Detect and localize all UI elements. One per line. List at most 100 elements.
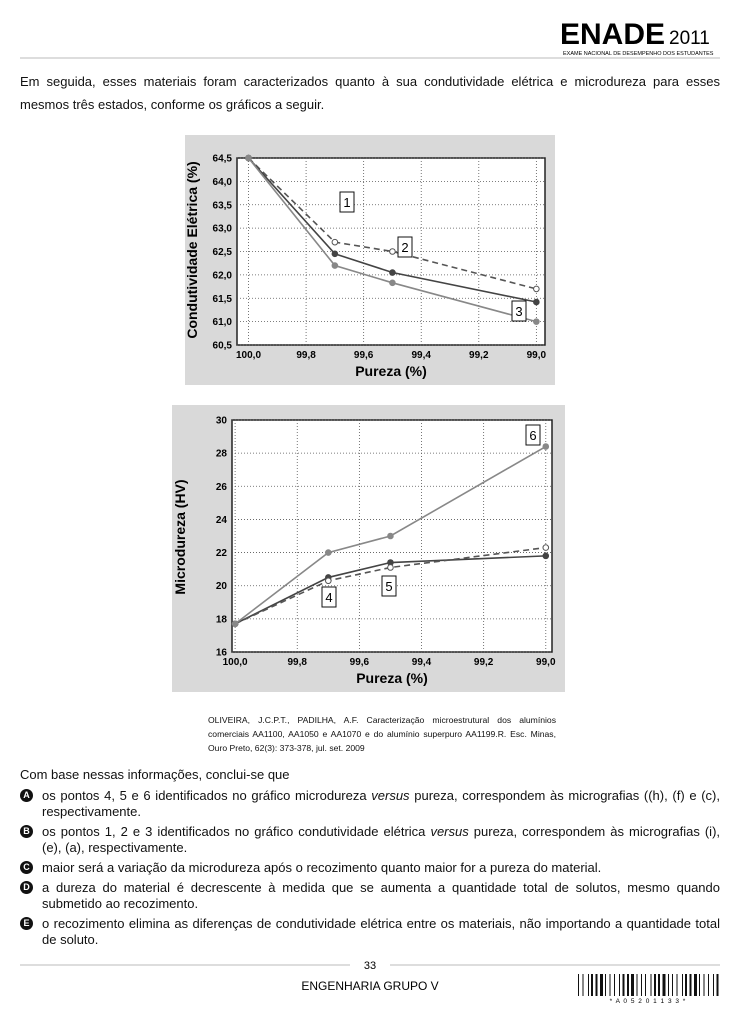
series-label-box xyxy=(397,236,413,258)
barcode-bar xyxy=(682,974,683,996)
header-year: 2011 xyxy=(669,28,710,49)
option-text: pureza, correspondem às micrografias ((h… xyxy=(42,788,720,819)
series-label-box xyxy=(321,586,337,608)
series-line xyxy=(247,157,537,290)
barcode-bar xyxy=(713,974,714,996)
barcode-bar xyxy=(668,974,669,996)
series-line xyxy=(234,555,546,625)
series-label: 4 xyxy=(325,590,332,605)
y-tick-label: 63,0 xyxy=(213,224,233,235)
data-point xyxy=(325,577,332,585)
x-axis-label: Pureza (%) xyxy=(356,670,428,686)
barcode-bar xyxy=(605,974,606,996)
y-tick-label: 61,5 xyxy=(213,294,233,305)
option-text: o recozimento elimina as diferenças de c… xyxy=(42,916,720,947)
y-tick-label: 20 xyxy=(216,581,228,592)
y-tick-label: 64,5 xyxy=(213,154,233,165)
citation: OLIVEIRA, J.C.P.T., PADILHA, A.F. Caract… xyxy=(208,715,556,753)
barcode-bar xyxy=(672,974,673,996)
intro: Em seguida, esses materiais foram caract… xyxy=(20,74,720,112)
y-tick-label: 60,5 xyxy=(213,341,233,352)
data-point xyxy=(325,549,332,556)
barcode-bar xyxy=(676,974,678,996)
x-tick-label: 99,4 xyxy=(412,657,432,668)
barcode-bar xyxy=(641,974,642,996)
y-tick-label: 16 xyxy=(216,648,228,659)
chart: 60,5 61,0 61,5 62,0 62,5 63,0 63,5 64,0 64,5 100,… xyxy=(184,135,555,385)
y-tick-label: 18 xyxy=(216,614,228,625)
data-point xyxy=(533,298,540,306)
barcode-bar xyxy=(631,974,634,996)
header-title: ENADE xyxy=(560,18,665,51)
option-letter: D xyxy=(20,881,33,894)
x-tick-label: 100,0 xyxy=(236,350,261,361)
x-tick-label: 99,4 xyxy=(411,350,431,361)
series-line xyxy=(234,445,547,625)
x-tick-label: 99,2 xyxy=(474,657,494,668)
barcode-bar xyxy=(595,974,598,996)
y-tick-label: 64,0 xyxy=(213,177,233,188)
barcode-bar xyxy=(699,974,700,996)
series-line xyxy=(247,157,537,323)
barcode-bar xyxy=(591,974,593,996)
x-tick-label: 99,6 xyxy=(354,350,374,361)
y-tick-label: 62,0 xyxy=(213,270,233,281)
barcode-bar xyxy=(689,974,692,996)
barcode-bar xyxy=(614,974,615,996)
data-point xyxy=(542,552,550,560)
barcode-bar xyxy=(609,974,611,996)
barcode-bar xyxy=(619,974,620,996)
y-axis-label: Microdureza (HV) xyxy=(172,479,188,594)
data-point xyxy=(542,443,550,450)
series-label: 6 xyxy=(529,428,536,443)
y-tick-label: 61,0 xyxy=(213,317,233,328)
series-line xyxy=(247,157,537,303)
data-point xyxy=(331,250,339,258)
chart: 16 18 20 22 24 26 28 30 100,0 99,8 99,6 99,4 99,2 99,… xyxy=(172,405,565,692)
x-tick-label: 99,6 xyxy=(350,657,370,668)
barcode-bar xyxy=(716,974,719,996)
footer-course: ENGENHARIA GRUPO V xyxy=(301,979,438,993)
barcode-bar xyxy=(654,974,656,996)
data-point xyxy=(533,318,540,325)
barcode-bar xyxy=(685,974,687,996)
barcode-bar xyxy=(636,974,638,996)
barcode-bar xyxy=(658,974,660,996)
data-point xyxy=(533,285,540,293)
barcode-bar xyxy=(582,974,584,996)
barcode xyxy=(578,974,719,996)
series-label-box xyxy=(381,575,397,597)
x-axis-label: Pureza (%) xyxy=(355,363,427,379)
data-point xyxy=(331,238,339,246)
barcode-bar xyxy=(622,974,625,996)
data-point xyxy=(245,154,252,162)
option-text: a dureza do material é decrescente à med… xyxy=(42,880,720,911)
barcode-bar xyxy=(703,974,705,996)
option-letter: C xyxy=(20,861,33,874)
barcode-bar xyxy=(650,974,652,996)
series-label: 3 xyxy=(515,304,522,319)
y-axis-label: Condutividade Elétrica (%) xyxy=(184,161,200,338)
x-tick-label: 100,0 xyxy=(223,657,248,668)
series-label: 1 xyxy=(343,195,350,210)
option-text: versus xyxy=(371,788,410,803)
option-text: os pontos 1, 2 e 3 identificados no gráf… xyxy=(42,824,431,839)
barcode-text: * A 0 5 2 0 1 1 3 3 * xyxy=(610,998,687,1005)
barcode-bar xyxy=(645,974,646,996)
data-point xyxy=(387,532,394,540)
barcode-bar xyxy=(600,974,603,996)
series-label: 2 xyxy=(401,240,408,255)
y-tick-label: 24 xyxy=(216,515,228,526)
data-point xyxy=(389,248,396,255)
page-number: 33 xyxy=(364,960,376,972)
series-label-box xyxy=(339,191,355,213)
barcode-bar xyxy=(694,974,697,996)
series-line xyxy=(234,546,546,625)
data-point xyxy=(387,564,394,571)
